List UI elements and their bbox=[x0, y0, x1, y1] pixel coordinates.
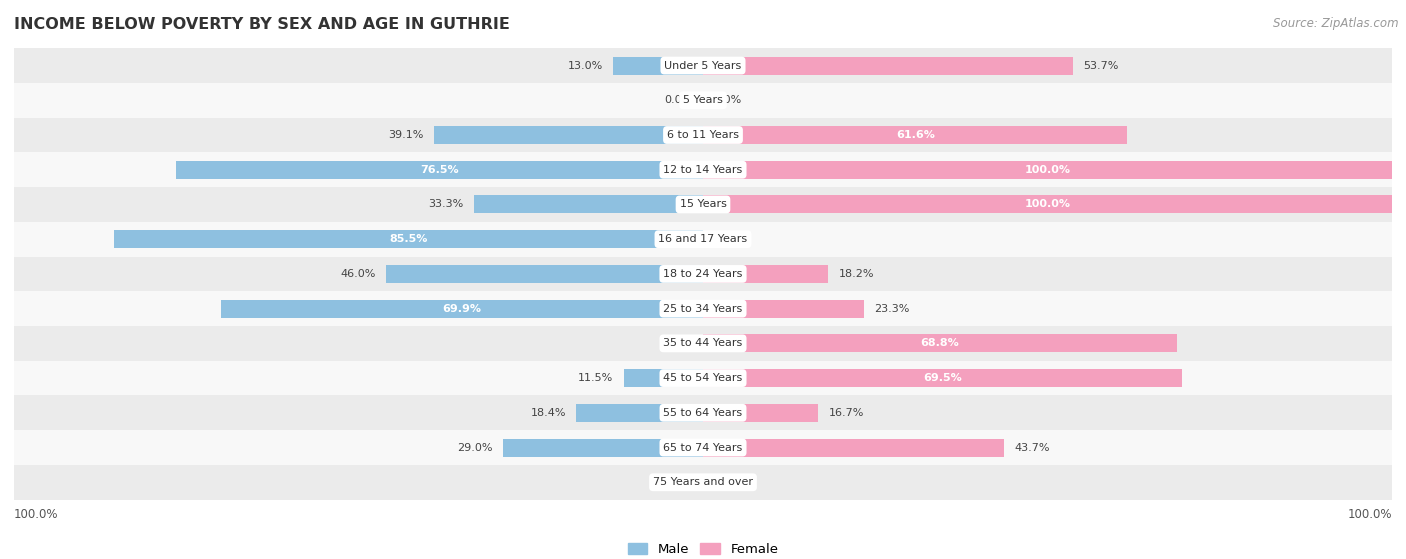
Text: 6 to 11 Years: 6 to 11 Years bbox=[666, 130, 740, 140]
Text: 61.6%: 61.6% bbox=[896, 130, 935, 140]
Bar bbox=[176, 160, 703, 179]
Text: 75 Years and over: 75 Years and over bbox=[652, 477, 754, 487]
Bar bbox=[14, 222, 1392, 257]
Bar bbox=[703, 160, 1392, 179]
Text: 100.0%: 100.0% bbox=[1025, 165, 1070, 175]
Text: 100.0%: 100.0% bbox=[1025, 200, 1070, 210]
Bar bbox=[14, 187, 1392, 222]
Text: 0.0%: 0.0% bbox=[665, 338, 693, 348]
Text: 69.5%: 69.5% bbox=[922, 373, 962, 383]
Bar bbox=[576, 404, 703, 422]
Bar bbox=[703, 404, 818, 422]
Bar bbox=[14, 430, 1392, 465]
Text: 85.5%: 85.5% bbox=[389, 234, 427, 244]
Bar bbox=[14, 83, 1392, 117]
Text: 16.7%: 16.7% bbox=[828, 408, 863, 418]
Text: Source: ZipAtlas.com: Source: ZipAtlas.com bbox=[1274, 17, 1399, 30]
Text: 45 to 54 Years: 45 to 54 Years bbox=[664, 373, 742, 383]
Text: 11.5%: 11.5% bbox=[578, 373, 613, 383]
Bar bbox=[703, 196, 1392, 214]
Text: INCOME BELOW POVERTY BY SEX AND AGE IN GUTHRIE: INCOME BELOW POVERTY BY SEX AND AGE IN G… bbox=[14, 17, 510, 32]
Text: 0.0%: 0.0% bbox=[713, 95, 741, 105]
Bar bbox=[503, 438, 703, 457]
Text: 39.1%: 39.1% bbox=[388, 130, 423, 140]
Bar bbox=[14, 326, 1392, 361]
Text: 65 to 74 Years: 65 to 74 Years bbox=[664, 443, 742, 453]
Text: 5 Years: 5 Years bbox=[683, 95, 723, 105]
Text: 15 Years: 15 Years bbox=[679, 200, 727, 210]
Text: 35 to 44 Years: 35 to 44 Years bbox=[664, 338, 742, 348]
Bar bbox=[703, 369, 1182, 387]
Legend: Male, Female: Male, Female bbox=[627, 543, 779, 556]
Text: 55 to 64 Years: 55 to 64 Years bbox=[664, 408, 742, 418]
Bar bbox=[433, 126, 703, 144]
Bar bbox=[221, 300, 703, 318]
Text: 23.3%: 23.3% bbox=[875, 304, 910, 314]
Bar bbox=[703, 438, 1004, 457]
Text: 100.0%: 100.0% bbox=[14, 508, 59, 522]
Text: 33.3%: 33.3% bbox=[427, 200, 463, 210]
Bar bbox=[387, 265, 703, 283]
Text: 29.0%: 29.0% bbox=[457, 443, 494, 453]
Text: 53.7%: 53.7% bbox=[1083, 60, 1119, 70]
Text: 25 to 34 Years: 25 to 34 Years bbox=[664, 304, 742, 314]
Bar bbox=[703, 56, 1073, 74]
Text: 100.0%: 100.0% bbox=[1347, 508, 1392, 522]
Bar bbox=[14, 361, 1392, 395]
Text: Under 5 Years: Under 5 Years bbox=[665, 60, 741, 70]
Bar bbox=[14, 153, 1392, 187]
Bar bbox=[14, 48, 1392, 83]
Text: 16 and 17 Years: 16 and 17 Years bbox=[658, 234, 748, 244]
Text: 68.8%: 68.8% bbox=[921, 338, 959, 348]
Text: 69.9%: 69.9% bbox=[443, 304, 482, 314]
Bar bbox=[14, 291, 1392, 326]
Bar bbox=[703, 126, 1128, 144]
Text: 0.0%: 0.0% bbox=[713, 234, 741, 244]
Text: 46.0%: 46.0% bbox=[340, 269, 375, 279]
Bar bbox=[14, 465, 1392, 500]
Bar bbox=[613, 56, 703, 74]
Bar bbox=[14, 395, 1392, 430]
Text: 0.0%: 0.0% bbox=[665, 477, 693, 487]
Bar bbox=[14, 257, 1392, 291]
Text: 76.5%: 76.5% bbox=[420, 165, 458, 175]
Bar bbox=[624, 369, 703, 387]
Bar bbox=[703, 265, 828, 283]
Bar bbox=[703, 334, 1177, 352]
Bar bbox=[14, 117, 1392, 153]
Text: 18.2%: 18.2% bbox=[839, 269, 875, 279]
Text: 18.4%: 18.4% bbox=[530, 408, 565, 418]
Text: 43.7%: 43.7% bbox=[1014, 443, 1050, 453]
Bar bbox=[474, 196, 703, 214]
Bar bbox=[114, 230, 703, 248]
Text: 12 to 14 Years: 12 to 14 Years bbox=[664, 165, 742, 175]
Text: 18 to 24 Years: 18 to 24 Years bbox=[664, 269, 742, 279]
Text: 13.0%: 13.0% bbox=[568, 60, 603, 70]
Text: 0.0%: 0.0% bbox=[713, 477, 741, 487]
Text: 0.0%: 0.0% bbox=[665, 95, 693, 105]
Bar bbox=[703, 300, 863, 318]
